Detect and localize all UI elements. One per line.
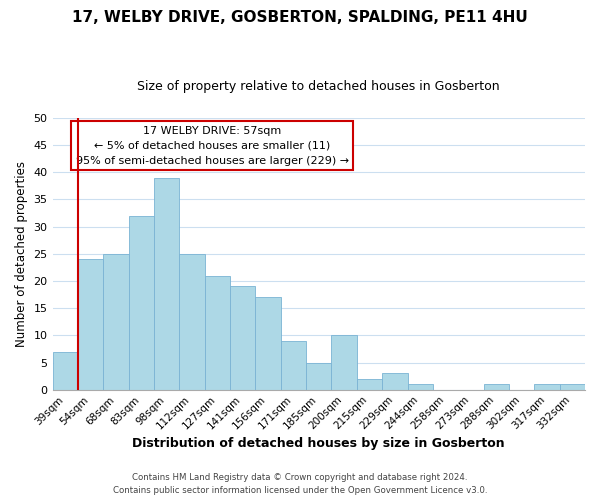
Y-axis label: Number of detached properties: Number of detached properties <box>15 161 28 347</box>
Bar <box>103 254 128 390</box>
Bar <box>331 336 357 390</box>
Bar <box>154 178 179 390</box>
Bar <box>281 341 306 390</box>
Bar <box>484 384 509 390</box>
Bar <box>382 374 407 390</box>
Bar <box>205 276 230 390</box>
X-axis label: Distribution of detached houses by size in Gosberton: Distribution of detached houses by size … <box>133 437 505 450</box>
Title: Size of property relative to detached houses in Gosberton: Size of property relative to detached ho… <box>137 80 500 93</box>
Bar <box>306 362 331 390</box>
Text: 17 WELBY DRIVE: 57sqm
← 5% of detached houses are smaller (11)
95% of semi-detac: 17 WELBY DRIVE: 57sqm ← 5% of detached h… <box>76 126 349 166</box>
Bar <box>534 384 560 390</box>
Bar <box>230 286 256 390</box>
Bar <box>53 352 78 390</box>
Bar <box>407 384 433 390</box>
Text: Contains HM Land Registry data © Crown copyright and database right 2024.
Contai: Contains HM Land Registry data © Crown c… <box>113 474 487 495</box>
Bar <box>560 384 585 390</box>
Bar <box>78 259 103 390</box>
Bar <box>357 379 382 390</box>
Bar <box>256 298 281 390</box>
Text: 17, WELBY DRIVE, GOSBERTON, SPALDING, PE11 4HU: 17, WELBY DRIVE, GOSBERTON, SPALDING, PE… <box>72 10 528 25</box>
Bar <box>179 254 205 390</box>
Bar <box>128 216 154 390</box>
